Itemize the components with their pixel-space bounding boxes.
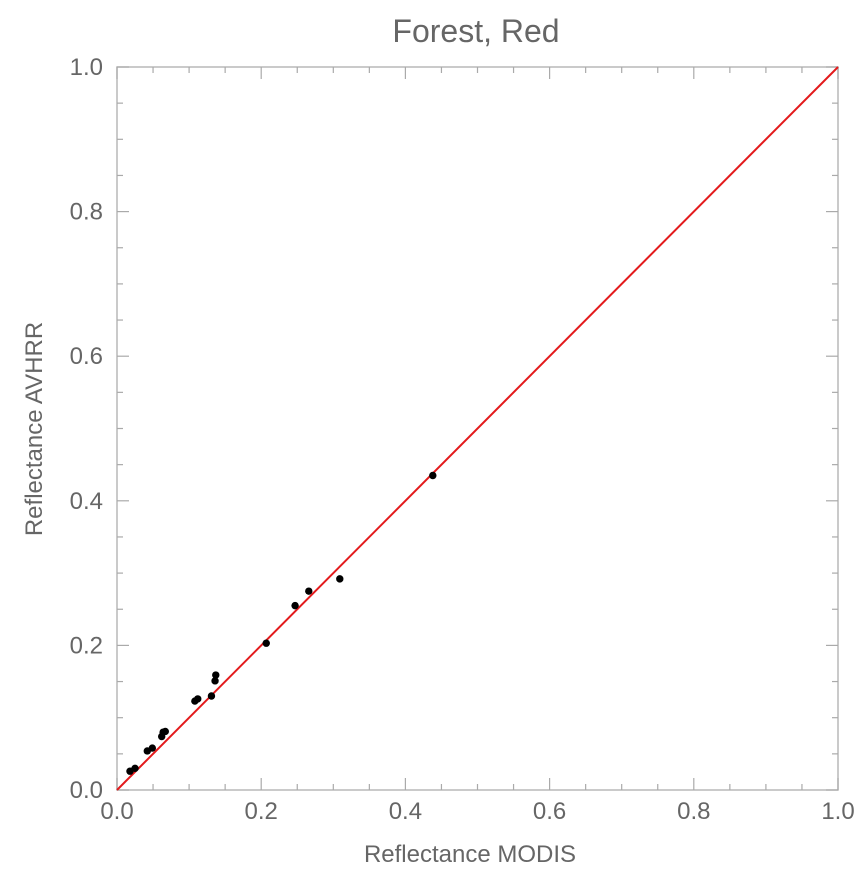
- reference-line-group: [116, 66, 839, 791]
- data-point: [262, 639, 270, 647]
- chart-title: Forest, Red: [392, 13, 559, 49]
- data-point: [211, 677, 219, 685]
- y-tick-label: 1.0: [70, 54, 103, 81]
- x-tick-label: 1.0: [821, 798, 854, 825]
- data-point: [429, 471, 437, 480]
- y-tick-label: 0.6: [70, 343, 103, 370]
- y-tick-label: 0.0: [70, 777, 103, 804]
- y-tick-label: 0.4: [70, 488, 103, 515]
- data-point: [291, 601, 299, 610]
- y-tick-label: 0.8: [70, 199, 103, 226]
- x-tick-label: 0.2: [245, 798, 278, 825]
- data-point: [194, 695, 202, 703]
- y-tick-label: 0.2: [70, 632, 103, 659]
- data-point: [305, 587, 313, 595]
- tick-labels: 0.0 0.2 0.4 0.6 0.8 1.0 0.0 0.2 0.4 0.6 0.8 1.0: [70, 54, 855, 825]
- identity-line: [116, 66, 839, 791]
- data-points: [126, 471, 437, 775]
- data-point: [161, 727, 170, 736]
- data-point: [336, 575, 344, 583]
- x-tick-label: 0.4: [389, 798, 422, 825]
- y-axis-title: Reflectance AVHRR: [21, 322, 48, 536]
- data-point: [212, 671, 220, 679]
- x-tick-label: 0.8: [677, 798, 710, 825]
- data-point: [207, 692, 216, 700]
- data-point: [131, 764, 139, 773]
- axis-ticks: [116, 66, 839, 791]
- x-tick-label: 0.6: [533, 798, 566, 825]
- data-point: [148, 744, 157, 752]
- x-axis-title: Reflectance MODIS: [364, 841, 576, 868]
- x-tick-label: 0.0: [100, 798, 133, 825]
